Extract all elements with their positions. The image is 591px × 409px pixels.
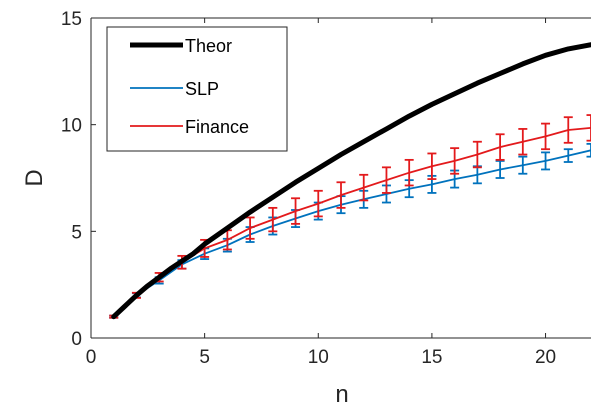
y-tick-label: 15 (61, 9, 82, 30)
series-line-theor (111, 42, 591, 320)
error-bar-finance (336, 181, 346, 209)
y-tick-label: 0 (71, 329, 82, 350)
error-bar-slp (518, 155, 528, 175)
legend-label-slp: SLP (185, 79, 219, 99)
error-bar-finance (495, 133, 505, 161)
y-tick-label: 5 (71, 222, 82, 243)
error-bar-slp (563, 148, 573, 163)
error-bar-finance (381, 166, 391, 194)
error-bar-finance (359, 173, 369, 202)
error-bar-slp (541, 151, 551, 171)
error-bar-finance (472, 140, 482, 169)
x-tick-label: 0 (86, 347, 97, 368)
error-bar-finance (541, 122, 551, 151)
legend-label-finance: Finance (185, 117, 249, 137)
series-slp (109, 142, 591, 319)
error-bar-finance (404, 158, 414, 187)
error-bar-slp (495, 160, 505, 179)
error-bar-finance (313, 189, 323, 218)
error-bar-finance (268, 206, 278, 233)
x-tick-label: 10 (308, 347, 329, 368)
y-tick-label: 10 (61, 116, 82, 137)
error-bar-finance (291, 197, 301, 225)
x-tick-label: 20 (535, 347, 556, 368)
legend-box (106, 26, 288, 152)
x-axis-title: n (335, 381, 348, 408)
y-axis-title: D (21, 169, 48, 186)
legend-label-theor: Theor (185, 36, 232, 56)
error-bar-finance (518, 128, 528, 156)
error-bar-finance (245, 216, 255, 240)
error-bar-finance (427, 152, 437, 180)
axes-layer: 0 5 10 15 20 0 5 10 15 (61, 9, 591, 368)
x-tick-label: 5 (199, 347, 210, 368)
x-tick-label: 15 (421, 347, 442, 368)
legend: Theor SLP Finance (106, 26, 288, 152)
series-layer (109, 42, 591, 320)
series-line-slp (112, 149, 591, 318)
error-bar-slp (586, 142, 591, 158)
error-bar-finance (563, 116, 573, 144)
error-bar-finance (450, 147, 460, 175)
error-bar-finance (586, 114, 591, 142)
series-theor (111, 42, 591, 320)
